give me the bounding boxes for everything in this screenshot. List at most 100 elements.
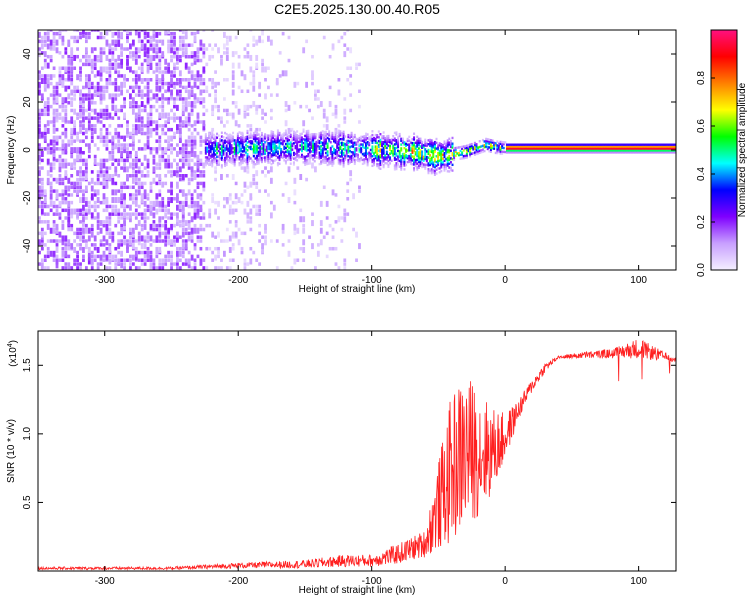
heatmap-cell [448,141,451,144]
heatmap-cell [347,133,350,137]
heatmap-cell [158,47,162,54]
heatmap-cell [190,193,194,197]
heatmap-cell [517,151,520,154]
heatmap-cell [257,142,260,146]
heatmap-cell [590,143,593,146]
heatmap-cell [270,155,273,158]
heatmap-cell [424,157,427,161]
heatmap-cell [199,158,203,163]
heatmap-cell [76,250,79,255]
heatmap-cell [509,143,512,146]
heatmap-cell [167,81,171,86]
heatmap-cell [230,134,233,137]
heatmap-cell [573,151,576,154]
heatmap-cell [488,142,491,145]
heatmap-cell [473,143,476,147]
heatmap-cell [381,160,384,163]
heatmap-cell [283,132,286,135]
heatmap-cell [96,223,100,230]
heatmap-cell [170,174,173,178]
heatmap-cell [331,133,334,137]
heatmap-cell [299,216,303,223]
heatmap-cell [131,177,135,184]
heatmap-cell [582,145,585,148]
heatmap-cell [589,147,592,150]
heatmap-cell [120,43,124,50]
heatmap-cell [187,158,191,163]
heatmap-cell [217,266,220,270]
heatmap-cell [358,104,361,109]
heatmap-cell [224,147,227,150]
heatmap-cell [413,167,416,170]
heatmap-cell [61,108,65,113]
heatmap-cell [254,139,257,143]
heatmap-cell [105,66,109,70]
heatmap-cell [249,216,253,220]
heatmap-cell [331,189,335,196]
heatmap-cell [272,130,275,134]
heatmap-cell [557,149,560,152]
heatmap-cell [384,158,387,161]
heatmap-cell [555,147,558,150]
heatmap-cell [211,145,214,149]
heatmap-cell [120,150,124,157]
heatmap-cell [255,208,259,213]
heatmap-cell [411,145,414,149]
heatmap-cell [46,170,50,177]
heatmap-cell [332,151,335,155]
heatmap-cell [161,51,165,58]
heatmap-cell [659,149,662,152]
heatmap-cell [84,212,88,216]
heatmap-cell [190,135,194,140]
heatmap-cell [662,149,665,152]
heatmap-cell [373,138,376,142]
heatmap-cell [565,147,568,150]
heatmap-cell [111,150,115,155]
heatmap-cell [220,239,223,243]
heatmap-cell [155,93,159,97]
heatmap-cell [87,89,91,94]
heatmap-cell [173,47,176,51]
heatmap-cell [70,139,74,146]
heatmap-cell [461,147,464,150]
heatmap-cell [64,162,68,169]
heatmap-cell [280,142,283,145]
heatmap-cell [319,227,323,234]
heatmap-cell [155,51,159,55]
heatmap-cell [152,120,156,124]
heatmap-cell [315,152,318,155]
heatmap-cell [58,212,62,216]
heatmap-cell [499,150,502,153]
heatmap-cell [102,143,106,147]
heatmap-cell [334,246,338,251]
heatmap-cell [485,137,488,141]
heatmap-cell [105,131,109,136]
heatmap-cell [409,153,412,156]
heatmap-cell [445,150,448,153]
heatmap-cell [243,112,247,119]
heatmap-cell [140,193,144,200]
heatmap-cell [350,145,353,148]
heatmap-cell [603,147,606,150]
heatmap-cell [230,159,233,162]
heatmap-cell [470,144,473,148]
heatmap-cell [187,78,191,82]
heatmap-cell [216,161,219,164]
heatmap-cell [255,104,259,111]
heatmap-cell [411,151,414,154]
heatmap-cell [252,204,256,209]
heatmap-cell [387,136,390,140]
heatmap-cell [43,31,47,36]
heatmap-cell [240,166,244,170]
heatmap-cell [331,164,334,167]
heatmap-cell [170,216,173,220]
heatmap-cell [352,143,355,146]
heatmap-cell [170,74,173,78]
heatmap-cell [324,155,327,159]
heatmap-cell [270,159,273,162]
heatmap-cell [440,150,443,154]
heatmap-cell [270,143,273,147]
heatmap-cell [674,143,676,146]
heatmap-cell [155,131,159,136]
heatmap-cell [137,116,141,123]
